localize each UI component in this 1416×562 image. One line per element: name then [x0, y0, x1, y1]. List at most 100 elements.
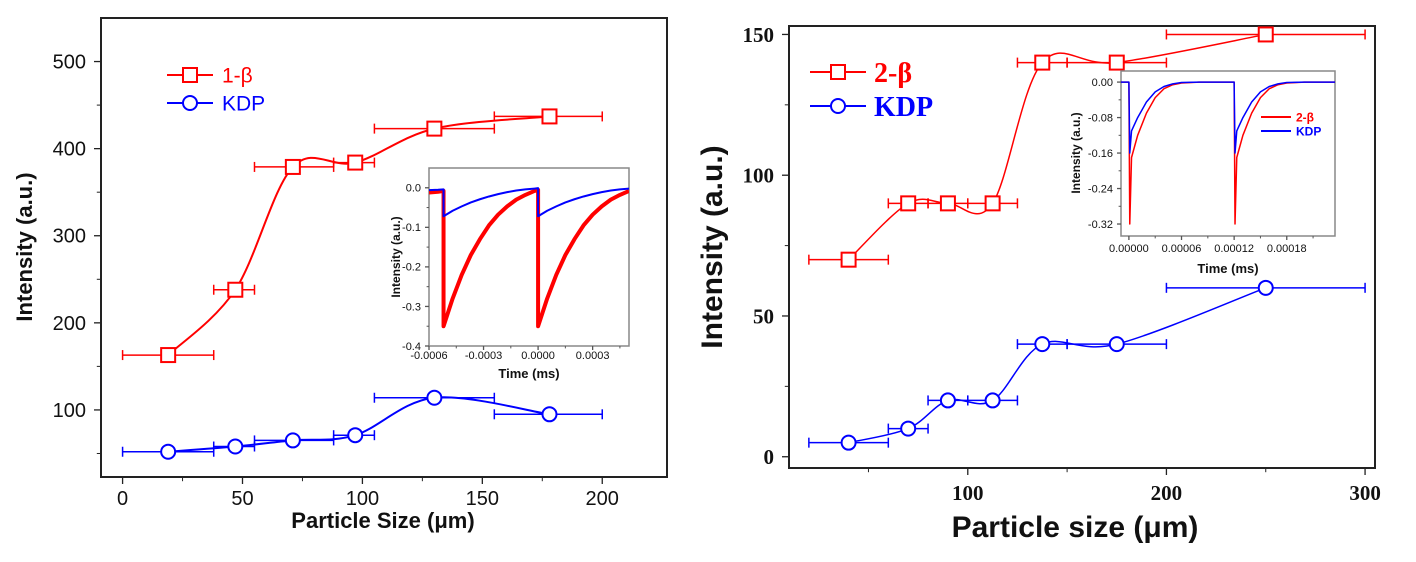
data-point-circle [1108, 336, 1125, 353]
chart-3: 0.00000 0.00006 0.00012 0.00018 0.00 -0.08 -0.… [1069, 70, 1336, 276]
y-tick-label: 500 [53, 52, 86, 74]
legend-square-marker [830, 64, 846, 80]
x-axis-label: Particle Size (μm) [291, 508, 474, 533]
chart-1: -0.0006 -0.0003 0.0000 0.0003 0.0 -0.1 -0.2 -0.… [389, 167, 630, 381]
x-tick-label: 0.0000 [521, 350, 555, 362]
data-point-square [939, 195, 956, 212]
y-tick-label: 200 [53, 313, 86, 335]
x-axis-label: Particle size (μm) [952, 511, 1199, 544]
data-point-square [984, 195, 1001, 212]
x-tick-label: 0.0003 [576, 350, 610, 362]
data-point-circle [1034, 336, 1051, 353]
x-tick-label: 150 [466, 488, 499, 510]
x-tick-label: 0 [117, 488, 128, 510]
series-2-β [808, 26, 1366, 268]
legend-label: 1-β [222, 65, 253, 88]
series-line [1121, 81, 1335, 154]
x-tick-label: -0.0006 [410, 350, 447, 362]
x-tick-label: 50 [231, 488, 253, 510]
legend-item: KDP [810, 92, 933, 123]
x-tick-label: -0.0003 [465, 350, 502, 362]
data-point-circle [1257, 279, 1274, 296]
data-point-square [347, 154, 364, 171]
x-tick-label: 200 [586, 488, 619, 510]
legend-item: 2-β [810, 58, 912, 89]
x-tick-label: 100 [952, 481, 984, 505]
series-line [429, 187, 629, 329]
data-point-square [426, 120, 443, 137]
y-axis-label: Intensity (a.u.) [12, 172, 37, 321]
legend-label: 2-β [874, 58, 912, 89]
data-point-square [840, 251, 857, 268]
y-tick-label: -0.24 [1088, 183, 1113, 195]
legend-item: KDP [1261, 124, 1321, 138]
data-point-circle [284, 432, 301, 449]
legend-circle-marker [182, 95, 198, 111]
x-axis-label: Time (ms) [1197, 261, 1258, 276]
data-point-circle [900, 420, 917, 437]
y-tick-label: -0.2 [402, 262, 421, 274]
series-line [429, 187, 629, 218]
series-KDP [808, 279, 1366, 451]
y-tick-label: 300 [53, 226, 86, 248]
data-point-circle [939, 392, 956, 409]
y-tick-label: 0 [764, 445, 775, 469]
x-tick-label: 0.00000 [1109, 243, 1149, 255]
y-axis-label: Intensity (a.u.) [1069, 112, 1083, 193]
y-tick-label: 150 [743, 23, 775, 47]
x-tick-label: 200 [1151, 481, 1183, 505]
data-point-circle [984, 392, 1001, 409]
x-tick-label: 300 [1349, 481, 1381, 505]
legend-label: 2-β [1296, 110, 1314, 124]
y-tick-label: -0.08 [1088, 112, 1113, 124]
y-tick-label: 100 [53, 400, 86, 422]
x-tick-label: 100 [346, 488, 379, 510]
y-tick-label: -0.32 [1088, 219, 1113, 231]
data-point-circle [840, 434, 857, 451]
y-axis-label: Intensity (a.u.) [696, 145, 729, 348]
legend-item: KDP [167, 93, 265, 116]
data-point-square [284, 158, 301, 175]
legend-square-marker [182, 67, 198, 83]
y-tick-label: 400 [53, 139, 86, 161]
series-1 [429, 187, 629, 218]
data-point-square [900, 195, 917, 212]
legend-label: KDP [1296, 124, 1321, 138]
series-KDP [121, 389, 603, 460]
legend-item: 1-β [167, 65, 253, 88]
data-point-square [227, 281, 244, 298]
x-tick-label: 0.00018 [1267, 243, 1307, 255]
plot-frame [428, 167, 630, 347]
y-tick-label: -0.4 [402, 341, 421, 353]
x-axis-label: Time (ms) [498, 366, 559, 381]
data-point-circle [426, 389, 443, 406]
data-point-circle [541, 406, 558, 423]
y-tick-label: 0.00 [1092, 77, 1113, 89]
data-point-square [1108, 54, 1125, 71]
plot-frame [1120, 70, 1336, 237]
y-tick-label: 50 [753, 304, 774, 328]
data-point-circle [160, 443, 177, 460]
y-tick-label: -0.16 [1088, 148, 1113, 160]
series-KDP [1121, 81, 1335, 154]
legend-circle-marker [830, 98, 846, 114]
data-point-square [541, 108, 558, 125]
data-point-square [1257, 26, 1274, 43]
x-tick-label: 0.00006 [1162, 243, 1202, 255]
data-point-square [1034, 54, 1051, 71]
y-tick-label: 100 [743, 164, 775, 188]
y-tick-label: -0.1 [402, 222, 421, 234]
data-point-square [160, 347, 177, 364]
series-0 [429, 187, 629, 329]
y-axis-label: Intensity (a.u.) [389, 216, 403, 297]
legend-label: KDP [222, 93, 265, 116]
data-point-circle [347, 427, 364, 444]
y-tick-label: -0.3 [402, 301, 421, 313]
x-tick-label: 0.00012 [1214, 243, 1254, 255]
series-1-β [121, 108, 603, 364]
data-point-circle [227, 438, 244, 455]
y-tick-label: 0.0 [406, 183, 421, 195]
legend-item: 2-β [1261, 110, 1314, 124]
legend-label: KDP [874, 92, 933, 123]
